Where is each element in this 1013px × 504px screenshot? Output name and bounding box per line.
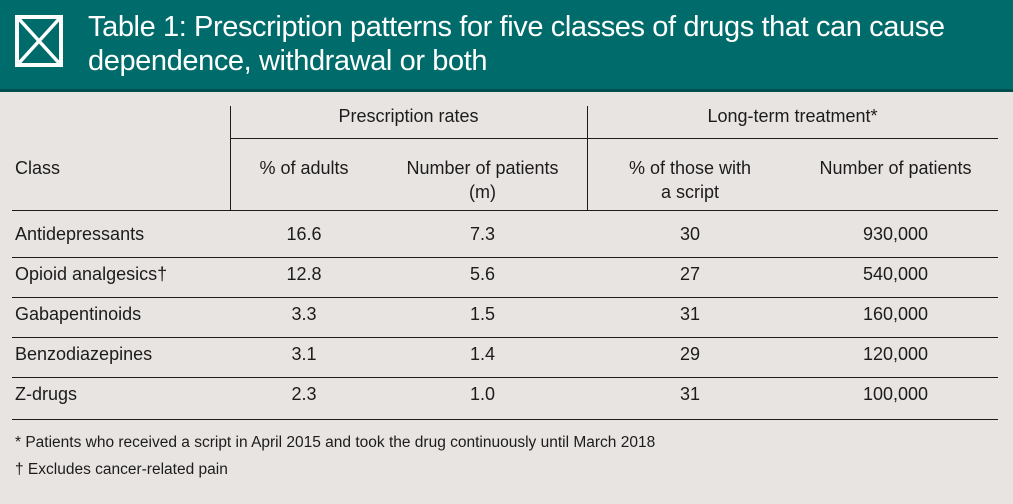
column-header-line: (m): [469, 182, 496, 202]
column-header-pct-script: % of those with a script: [587, 156, 793, 204]
footnote-cancer-pain: † Excludes cancer-related pain: [15, 461, 228, 478]
column-header-pct-adults: % of adults: [259, 158, 349, 178]
rule: [12, 257, 998, 258]
row-num-patients-m: 1.4: [469, 344, 496, 364]
table-icon: [15, 15, 63, 67]
row-pct-script: 31: [679, 384, 701, 404]
row-num-patients-m: 1.5: [469, 304, 496, 324]
row-num-patients: 930,000: [862, 224, 929, 244]
column-header-line: % of those with: [628, 158, 752, 178]
row-num-patients-m: 1.0: [469, 384, 496, 404]
row-pct-adults: 12.8: [286, 264, 322, 284]
row-pct-script: 29: [679, 344, 701, 364]
rule: [12, 297, 998, 298]
row-pct-adults: 16.6: [286, 224, 322, 244]
row-num-patients-m: 7.3: [469, 224, 496, 244]
column-header-line: Number of patients: [406, 158, 559, 178]
row-class: Gabapentinoids: [15, 304, 142, 324]
table-title: Table 1: Prescription patterns for five …: [88, 11, 945, 77]
column-divider: [230, 106, 231, 210]
table-header-banner: Table 1: Prescription patterns for five …: [0, 0, 1013, 92]
row-num-patients: 100,000: [862, 384, 929, 404]
footnote-long-term: * Patients who received a script in Apri…: [15, 434, 656, 451]
rule: [12, 419, 998, 420]
row-pct-adults: 3.3: [291, 304, 317, 324]
column-header-line: a script: [660, 182, 720, 202]
row-num-patients-m: 5.6: [469, 264, 496, 284]
row-pct-adults: 2.3: [291, 384, 317, 404]
row-pct-adults: 3.1: [291, 344, 317, 364]
row-num-patients: 160,000: [862, 304, 929, 324]
row-class: Opioid analgesics†: [15, 264, 168, 284]
column-header-num-patients-m: Number of patients (m): [378, 156, 587, 204]
rule: [12, 377, 998, 378]
row-num-patients: 120,000: [862, 344, 929, 364]
row-num-patients: 540,000: [862, 264, 929, 284]
row-pct-script: 27: [679, 264, 701, 284]
row-pct-script: 30: [679, 224, 701, 244]
row-class: Z-drugs: [15, 384, 78, 404]
column-divider: [587, 106, 588, 210]
row-class: Antidepressants: [15, 224, 145, 244]
column-header-num-patients: Number of patients: [819, 158, 972, 178]
group-header-long-term-treatment: Long-term treatment*: [707, 106, 878, 126]
row-class: Benzodiazepines: [15, 344, 153, 364]
column-header-class: Class: [15, 158, 61, 178]
row-pct-script: 31: [679, 304, 701, 324]
rule: [12, 337, 998, 338]
rule: [12, 210, 998, 211]
rule: [230, 138, 998, 139]
group-header-prescription-rates: Prescription rates: [338, 106, 479, 126]
